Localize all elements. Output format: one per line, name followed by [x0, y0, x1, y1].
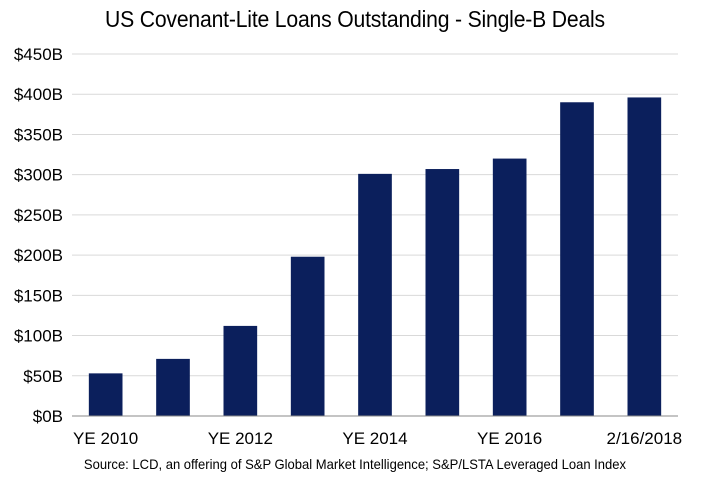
y-tick-label: $50B — [23, 367, 63, 386]
y-tick-label: $100B — [14, 327, 63, 346]
bar — [358, 173, 392, 416]
x-tick-label: YE 2012 — [208, 429, 273, 448]
x-tick-label: 2/16/2018 — [607, 429, 683, 448]
bar — [223, 325, 258, 416]
chart-title: US Covenant-Lite Loans Outstanding - Sin… — [105, 6, 605, 32]
bar — [290, 256, 325, 416]
y-tick-label: $300B — [14, 166, 63, 185]
bar — [627, 97, 662, 416]
y-tick-label: $0B — [33, 407, 63, 426]
x-tick-label: YE 2014 — [342, 429, 407, 448]
bar — [156, 358, 190, 416]
bars — [88, 97, 662, 417]
x-tick-label: YE 2016 — [477, 429, 542, 448]
x-axis-tick-labels: YE 2010 YE 2012 YE 2014 YE 2016 2/16/2018 — [73, 429, 682, 448]
bar — [560, 102, 594, 417]
y-tick-label: $400B — [14, 85, 63, 104]
bar — [492, 158, 527, 417]
y-tick-label: $150B — [14, 286, 63, 305]
y-axis-tick-labels: $0B $50B $100B $150B $200B $250B $300B $350B $40… — [14, 45, 63, 426]
source-note: Source: LCD, an offering of S&P Global M… — [83, 456, 627, 472]
bar — [425, 169, 460, 416]
y-tick-label: $200B — [14, 246, 63, 265]
y-tick-label: $450B — [14, 45, 63, 64]
y-tick-label: $250B — [14, 206, 63, 225]
bar — [88, 373, 123, 416]
y-tick-label: $350B — [14, 125, 63, 144]
x-tick-label: YE 2010 — [73, 429, 138, 448]
